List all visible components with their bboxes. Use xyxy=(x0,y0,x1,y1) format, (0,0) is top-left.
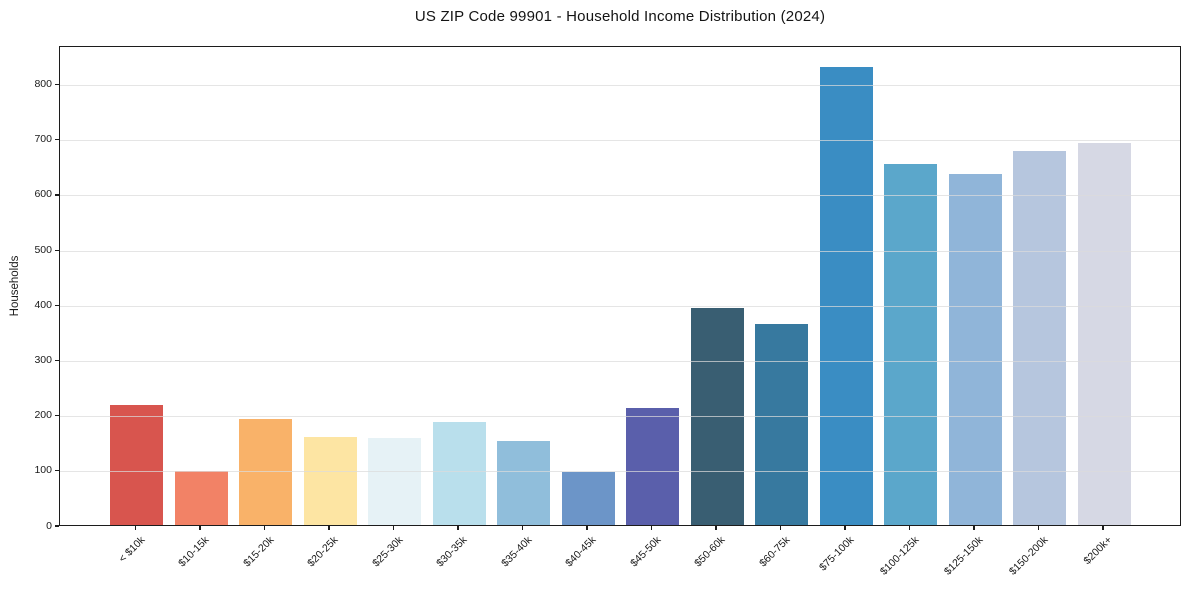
x-tick-mark xyxy=(1037,526,1040,530)
bar xyxy=(239,419,292,525)
x-tick-mark xyxy=(908,526,911,530)
y-tick-label: 800 xyxy=(34,78,52,91)
y-tick-mark xyxy=(55,139,59,141)
bar xyxy=(626,408,679,525)
x-tick-mark xyxy=(134,526,137,530)
y-tick-label: 400 xyxy=(34,298,52,311)
y-tick-label: 100 xyxy=(34,464,52,477)
x-tick-mark xyxy=(844,526,846,530)
x-tick-mark xyxy=(521,526,524,530)
y-tick-mark xyxy=(55,415,59,417)
bar xyxy=(948,174,1002,525)
bar xyxy=(303,436,357,525)
x-tick-mark xyxy=(263,526,266,530)
x-tick-mark xyxy=(586,526,588,530)
x-tick-mark xyxy=(650,526,653,530)
chart-title: US ZIP Code 99901 - Household Income Dis… xyxy=(414,8,826,25)
x-tick-mark xyxy=(779,526,782,530)
bar xyxy=(1077,143,1131,525)
bar xyxy=(497,440,550,525)
bar xyxy=(884,163,937,525)
bar xyxy=(1013,151,1066,525)
x-tick-mark xyxy=(715,526,717,530)
bar xyxy=(819,67,873,525)
x-tick-mark xyxy=(973,526,975,530)
y-tick-mark xyxy=(55,194,59,196)
bar xyxy=(432,421,486,525)
bar xyxy=(755,324,808,525)
x-tick-label: < $10k xyxy=(115,534,147,565)
y-tick-label: 0 xyxy=(46,519,52,532)
x-tick-mark xyxy=(457,526,459,530)
y-tick-mark xyxy=(55,304,59,306)
bar xyxy=(174,470,228,525)
x-tick-mark xyxy=(328,526,330,530)
bar xyxy=(368,437,421,525)
y-tick-label: 700 xyxy=(34,133,52,146)
bar xyxy=(561,472,615,525)
y-tick-mark xyxy=(55,359,59,362)
plot-area xyxy=(59,46,1181,526)
y-tick-label: 600 xyxy=(34,188,52,201)
y-tick-label: 200 xyxy=(34,409,52,422)
bar xyxy=(110,404,163,525)
y-tick-label: 300 xyxy=(34,353,52,366)
y-tick-mark xyxy=(55,470,59,472)
bars-layer xyxy=(60,47,1180,525)
y-tick-mark xyxy=(55,84,59,86)
y-tick-mark xyxy=(55,525,59,527)
y-tick-label: 500 xyxy=(34,243,52,256)
x-tick-mark xyxy=(392,526,395,530)
bar xyxy=(690,308,744,525)
x-tick-mark xyxy=(199,526,201,530)
x-tick-mark xyxy=(1102,526,1104,530)
y-tick-mark xyxy=(55,249,59,251)
